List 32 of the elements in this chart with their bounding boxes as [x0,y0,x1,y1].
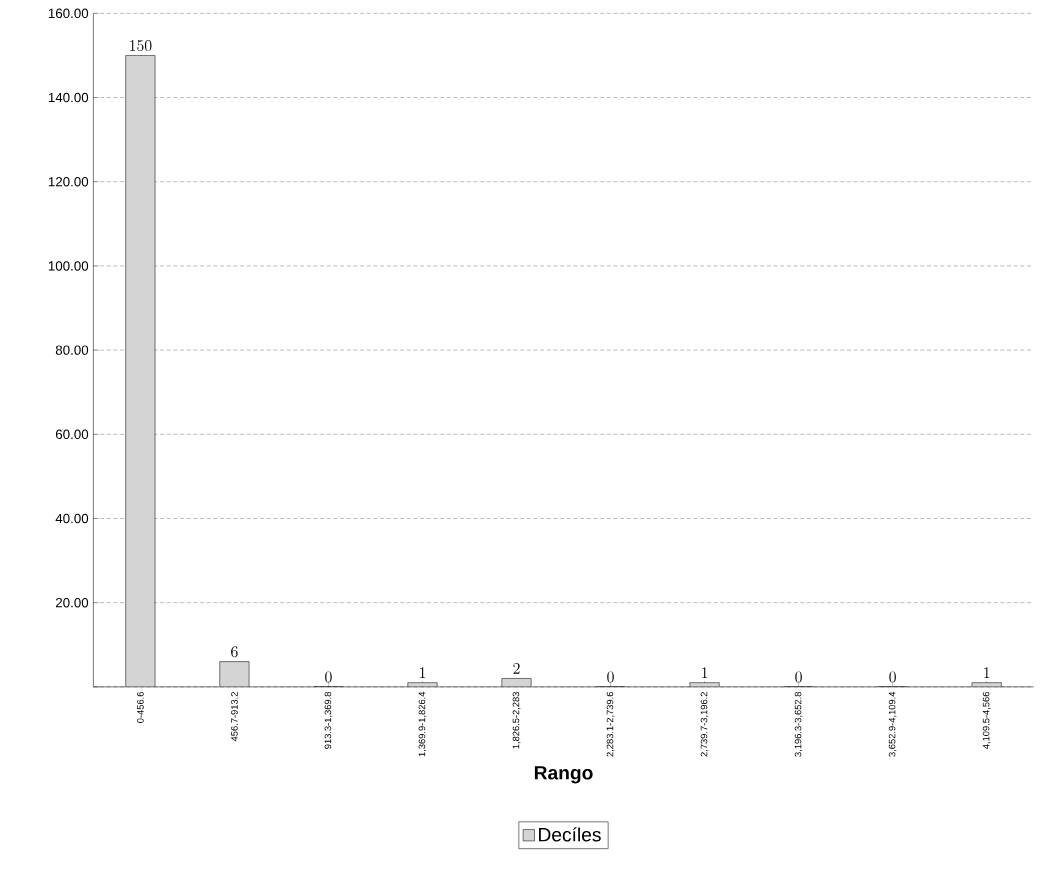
data-label: 0 [325,671,332,683]
data-label: 1 [702,667,708,678]
x-tick-label: 0-456.6 [137,692,144,723]
x-tick-label: 2,283.1-2,739.6 [606,692,615,757]
x-tick-label: 456.7-913.2 [231,692,238,742]
x-tick-label: 4,109.5-4,566 [982,692,991,750]
x-tick-label: 3,652.9-4,109.4 [888,691,897,757]
x-tick-label: 2,739.7-3,196.2 [700,692,709,757]
text: 40.00 [55,513,89,524]
x-axis-title: Rango [534,766,593,784]
text: 20.00 [55,598,89,608]
legend-label: Decíles [539,827,601,842]
data-label: 150 [130,40,152,52]
text: 60.00 [55,429,89,440]
x-tick-label: 1,369.9-1,826.4 [418,691,427,757]
text: 120.00 [48,177,89,187]
data-label: 6 [231,646,238,658]
text: 140.00 [48,92,89,103]
data-label: 0 [607,671,614,683]
data-label: 2 [513,663,520,674]
data-label: 0 [889,671,896,683]
text: 160.00 [48,8,89,19]
text: 100.00 [48,261,89,271]
x-tick-label: 913.3-1,369.8 [324,692,333,749]
text: 80.00 [55,345,89,355]
data-label: 1 [984,667,990,678]
data-label: 1 [420,667,426,678]
x-tick-label: 3,196.3-3,652.8 [794,692,803,757]
bar [125,55,156,687]
data-label: 0 [795,671,802,683]
x-tick-label: 1,826.5-2,283 [512,692,521,749]
bar [219,661,250,687]
